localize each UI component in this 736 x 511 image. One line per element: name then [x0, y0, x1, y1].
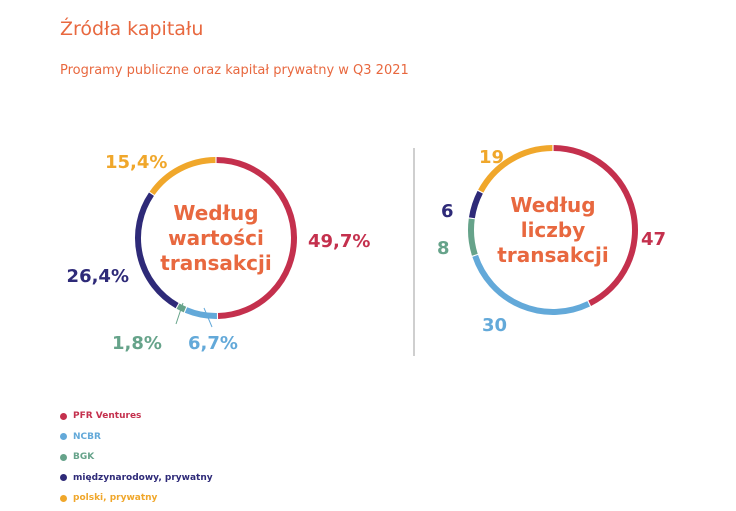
donut-slice-polski-prywatny — [149, 157, 216, 196]
legend-label: BGK — [73, 452, 95, 463]
legend-item-polish-private: polski, prywatny — [60, 488, 213, 509]
slice-value-label: 8 — [437, 238, 450, 259]
donut-slice-ncbr — [472, 254, 590, 315]
donut-center-title-line: transakcji — [497, 243, 608, 267]
legend-label: PFR Ventures — [73, 411, 142, 422]
donut-slice-pfr-ventures — [553, 145, 638, 307]
slice-value-label: 6 — [441, 201, 454, 222]
donut-center-title-line: wartości — [168, 226, 264, 250]
legend: PFR Ventures NCBR BGK międzynarodowy, pr… — [60, 406, 213, 509]
donut-slice-ncbr — [184, 307, 217, 319]
slice-value-label: 30 — [482, 315, 507, 336]
legend-item-pfr-ventures: PFR Ventures — [60, 406, 213, 427]
legend-swatch — [60, 494, 67, 502]
slice-value-label: 6,7% — [188, 333, 238, 354]
donut-center-title-line: liczby — [521, 218, 586, 242]
legend-swatch — [60, 412, 67, 420]
donut-slice-polski-prywatny — [478, 145, 553, 193]
donut-chart-value: 49,7% 6,7% 1,8% 26,4% 15,4% Wedługwartościtra… — [67, 152, 371, 354]
slice-value-label: 19 — [479, 147, 504, 168]
legend-swatch — [60, 474, 67, 482]
legend-swatch — [60, 453, 67, 461]
donut-center-title-line: transakcji — [160, 251, 271, 275]
donut-slice-pfr-ventures — [216, 157, 297, 319]
legend-item-ncbr: NCBR — [60, 427, 213, 448]
donut-slice-bgk — [468, 218, 478, 256]
slice-value-label: 1,8% — [112, 333, 162, 354]
legend-item-bgk: BGK — [60, 447, 213, 468]
label-leader-line — [203, 307, 213, 328]
page-subtitle: Programy publiczne oraz kapitał prywatny… — [60, 63, 409, 78]
slice-value-label: 15,4% — [105, 152, 167, 173]
legend-swatch — [60, 433, 67, 441]
legend-item-international-private: międzynarodowy, prywatny — [60, 468, 213, 489]
donut-slice-miedzynarodowy-prywatny — [468, 190, 483, 219]
legend-label: NCBR — [73, 431, 101, 442]
slice-value-label: 47 — [641, 229, 666, 250]
page-title: Źródła kapitału — [60, 18, 204, 40]
legend-label: międzynarodowy, prywatny — [73, 472, 213, 483]
donut-center-title-line: Według — [173, 201, 258, 225]
donut-center-title-line: Według — [510, 193, 595, 217]
donut-slice-miedzynarodowy-prywatny — [135, 192, 179, 309]
slice-value-label: 49,7% — [308, 231, 370, 252]
slice-value-label: 26,4% — [67, 266, 129, 287]
label-leader-line — [175, 302, 184, 325]
legend-label: polski, prywatny — [73, 493, 158, 504]
